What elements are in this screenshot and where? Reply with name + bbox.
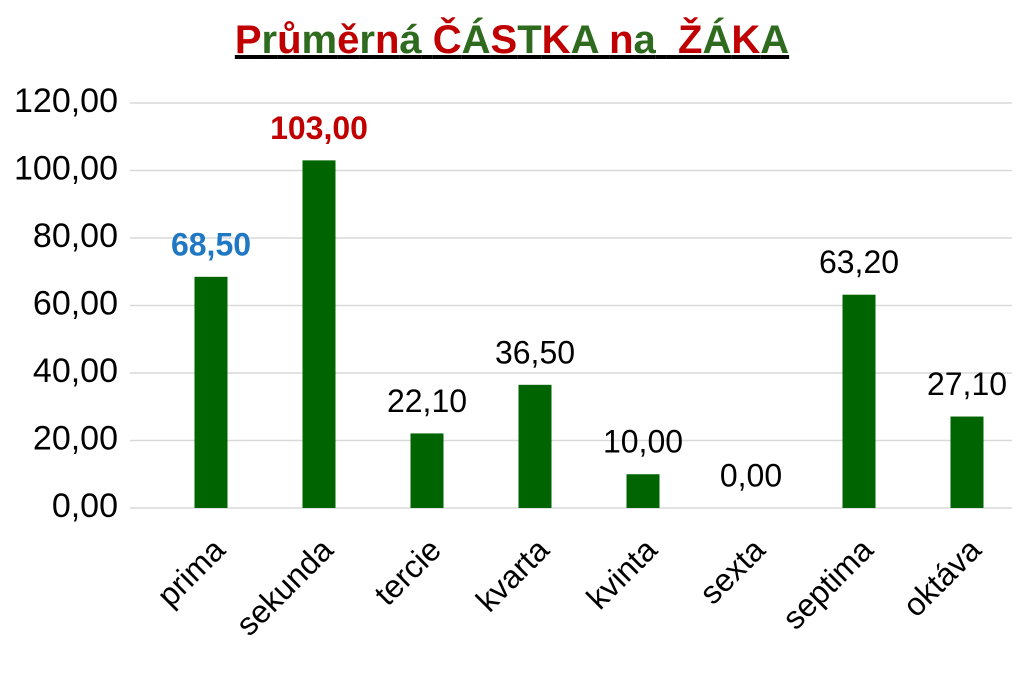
value-label: 103,00 — [270, 110, 368, 146]
value-label: 36,50 — [495, 334, 575, 370]
x-tick-label: sekunda — [229, 531, 340, 642]
value-label: 27,10 — [927, 366, 1007, 402]
x-tick-label: tercie — [367, 531, 448, 612]
x-tick-label: sexta — [692, 531, 772, 611]
x-tick-label: oktáva — [896, 531, 988, 623]
x-tick-label: septima — [775, 531, 880, 636]
y-tick-label: 100,00 — [14, 149, 118, 187]
y-tick-label: 40,00 — [33, 352, 118, 390]
chart-title: Průměrná ČÁSTKA na ŽÁKA — [235, 16, 789, 62]
y-tick-label: 20,00 — [33, 419, 118, 457]
bar — [194, 276, 228, 508]
bar — [302, 160, 336, 508]
y-tick-label: 120,00 — [14, 82, 118, 120]
y-tick-label: 0,00 — [52, 487, 118, 525]
bar — [518, 384, 552, 508]
bar — [842, 294, 876, 508]
value-label: 0,00 — [720, 457, 782, 493]
value-label: 68,50 — [171, 226, 251, 262]
value-label: 63,20 — [819, 244, 899, 280]
value-label: 22,10 — [387, 383, 467, 419]
y-tick-label: 60,00 — [33, 284, 118, 322]
y-tick-label: 80,00 — [33, 217, 118, 255]
x-tick-label: prima — [150, 531, 232, 613]
x-tick-label: kvarta — [469, 531, 556, 618]
bar — [410, 433, 444, 508]
x-tick-label: kvinta — [579, 531, 664, 616]
value-label: 10,00 — [603, 424, 683, 460]
bar — [950, 416, 984, 508]
bar — [626, 474, 660, 508]
